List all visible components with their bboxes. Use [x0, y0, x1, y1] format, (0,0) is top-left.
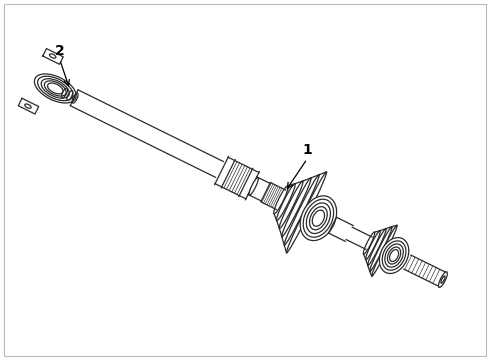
- Ellipse shape: [300, 196, 337, 240]
- Ellipse shape: [249, 177, 258, 195]
- Text: 1: 1: [302, 143, 312, 157]
- Ellipse shape: [441, 276, 445, 283]
- Text: 2: 2: [55, 44, 65, 58]
- Ellipse shape: [439, 272, 447, 287]
- Ellipse shape: [34, 74, 76, 103]
- Ellipse shape: [379, 238, 409, 274]
